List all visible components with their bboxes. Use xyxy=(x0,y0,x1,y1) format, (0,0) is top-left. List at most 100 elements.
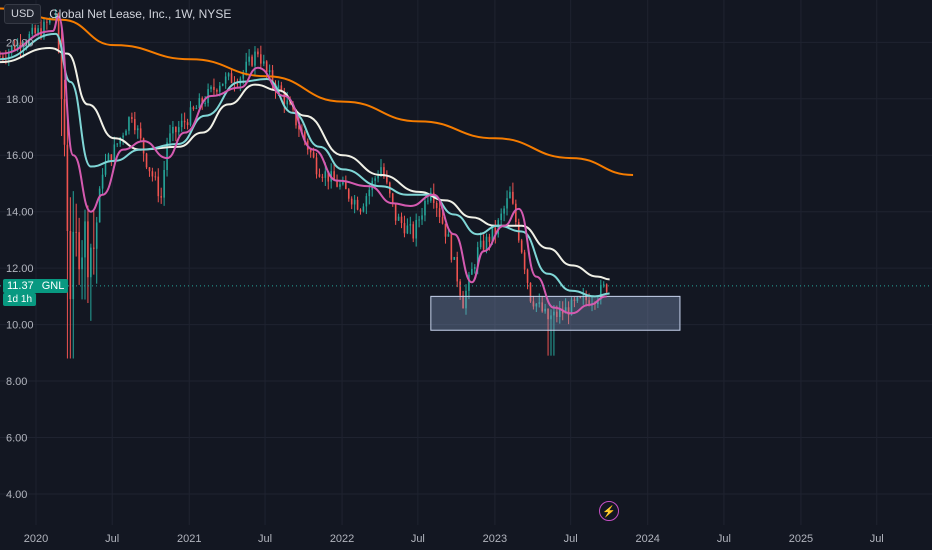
support-zone-layer xyxy=(430,295,681,331)
chart-grid xyxy=(0,0,932,525)
moving-average-line xyxy=(0,46,610,281)
candle-body xyxy=(145,153,148,168)
candle-body xyxy=(2,56,4,59)
candle-body xyxy=(245,61,247,73)
candle-body xyxy=(128,117,130,131)
time-axis[interactable]: 2020 Jul 2021 Jul 2022 Jul 2023 Jul 2024 Jul 2025 J… xyxy=(24,533,884,545)
candle-body xyxy=(280,85,283,92)
moving-average-layer xyxy=(0,7,634,315)
candle-body xyxy=(485,236,488,250)
candle-body xyxy=(183,120,186,123)
candle-body xyxy=(497,220,500,235)
candle-body xyxy=(104,161,107,175)
y-tick-label: 6.00 xyxy=(6,433,27,445)
candle-body xyxy=(116,143,119,145)
candle-body xyxy=(84,221,86,258)
candle-body xyxy=(345,182,347,190)
candle-body xyxy=(453,257,456,260)
candle-body xyxy=(471,268,473,275)
last-price-badge: 11.37 GNL xyxy=(3,279,69,293)
x-tick-label: 2023 xyxy=(483,533,507,545)
candle-body xyxy=(257,51,259,55)
candle-body xyxy=(377,175,379,179)
candle-body xyxy=(397,216,400,221)
y-tick-label: 18.00 xyxy=(6,94,34,106)
candle-body xyxy=(92,247,95,249)
candle-body xyxy=(403,223,406,234)
lightning-bolt-icon[interactable]: ⚡ xyxy=(599,501,619,521)
candle-body xyxy=(213,86,215,90)
candle-body xyxy=(60,49,63,100)
y-tick-label: 4.00 xyxy=(6,489,27,501)
candle-body xyxy=(535,303,538,307)
candle-body xyxy=(318,174,321,177)
candle-body xyxy=(210,86,212,90)
candle-body xyxy=(418,219,420,221)
candle-body xyxy=(479,240,482,248)
candle-body xyxy=(547,308,549,320)
candle-body xyxy=(54,15,57,19)
x-tick-label: Jul xyxy=(258,533,272,545)
candle-body xyxy=(142,138,145,154)
candle-body xyxy=(553,311,555,316)
candle-body xyxy=(265,61,268,73)
candle-body xyxy=(298,125,300,130)
candle-body xyxy=(415,219,417,239)
candle-body xyxy=(605,284,608,292)
candle-body xyxy=(201,98,204,104)
x-tick-label: 2025 xyxy=(789,533,813,545)
candle-body xyxy=(456,257,459,282)
candle-body xyxy=(482,240,485,250)
currency-button[interactable]: USD xyxy=(4,4,42,24)
candle-body xyxy=(107,154,110,162)
candle-body xyxy=(110,154,113,162)
x-tick-label: Jul xyxy=(870,533,884,545)
candle-body xyxy=(148,167,151,172)
candle-body xyxy=(295,109,297,126)
candle-body xyxy=(227,73,230,77)
candle-body xyxy=(101,174,104,189)
candle-body xyxy=(113,144,116,162)
candle-body xyxy=(353,199,356,205)
candle-body xyxy=(163,170,165,198)
candle-body xyxy=(49,18,51,23)
candle-body xyxy=(119,137,121,144)
candle-body xyxy=(0,56,1,58)
candle-body xyxy=(16,42,19,50)
candle-body xyxy=(450,234,453,260)
candle-body xyxy=(368,189,371,197)
candle-body xyxy=(289,100,291,105)
candle-body xyxy=(75,231,78,233)
candle-body xyxy=(221,83,224,86)
candle-body xyxy=(515,203,517,223)
candle-body xyxy=(356,199,359,210)
candle-body xyxy=(333,171,335,181)
candle-body xyxy=(69,231,72,300)
candle-body xyxy=(579,297,582,299)
support-zone-rectangle[interactable] xyxy=(430,295,681,331)
candle-body xyxy=(488,236,491,242)
candle-body xyxy=(242,72,245,79)
price-axis[interactable]: 20.00 18.00 16.00 14.00 12.00 10.00 8.00 6.00 4.… xyxy=(6,37,34,501)
candle-body xyxy=(236,83,239,85)
candle-body xyxy=(254,51,256,66)
candle-body xyxy=(283,91,286,105)
x-tick-label: 2020 xyxy=(24,533,48,545)
candle-body xyxy=(25,42,28,46)
candle-body xyxy=(10,45,13,52)
candle-body xyxy=(134,118,136,131)
candle-body xyxy=(468,274,470,291)
candle-body xyxy=(66,144,69,232)
candle-body xyxy=(251,56,253,66)
candle-body xyxy=(177,127,180,133)
candle-body xyxy=(509,191,511,199)
candle-body xyxy=(336,180,338,187)
candle-body xyxy=(421,215,423,220)
candle-body xyxy=(136,128,139,131)
candle-body xyxy=(219,85,221,92)
candle-body xyxy=(98,188,101,223)
candle-body xyxy=(131,117,133,119)
candle-body xyxy=(151,171,154,177)
candle-body xyxy=(309,149,312,153)
